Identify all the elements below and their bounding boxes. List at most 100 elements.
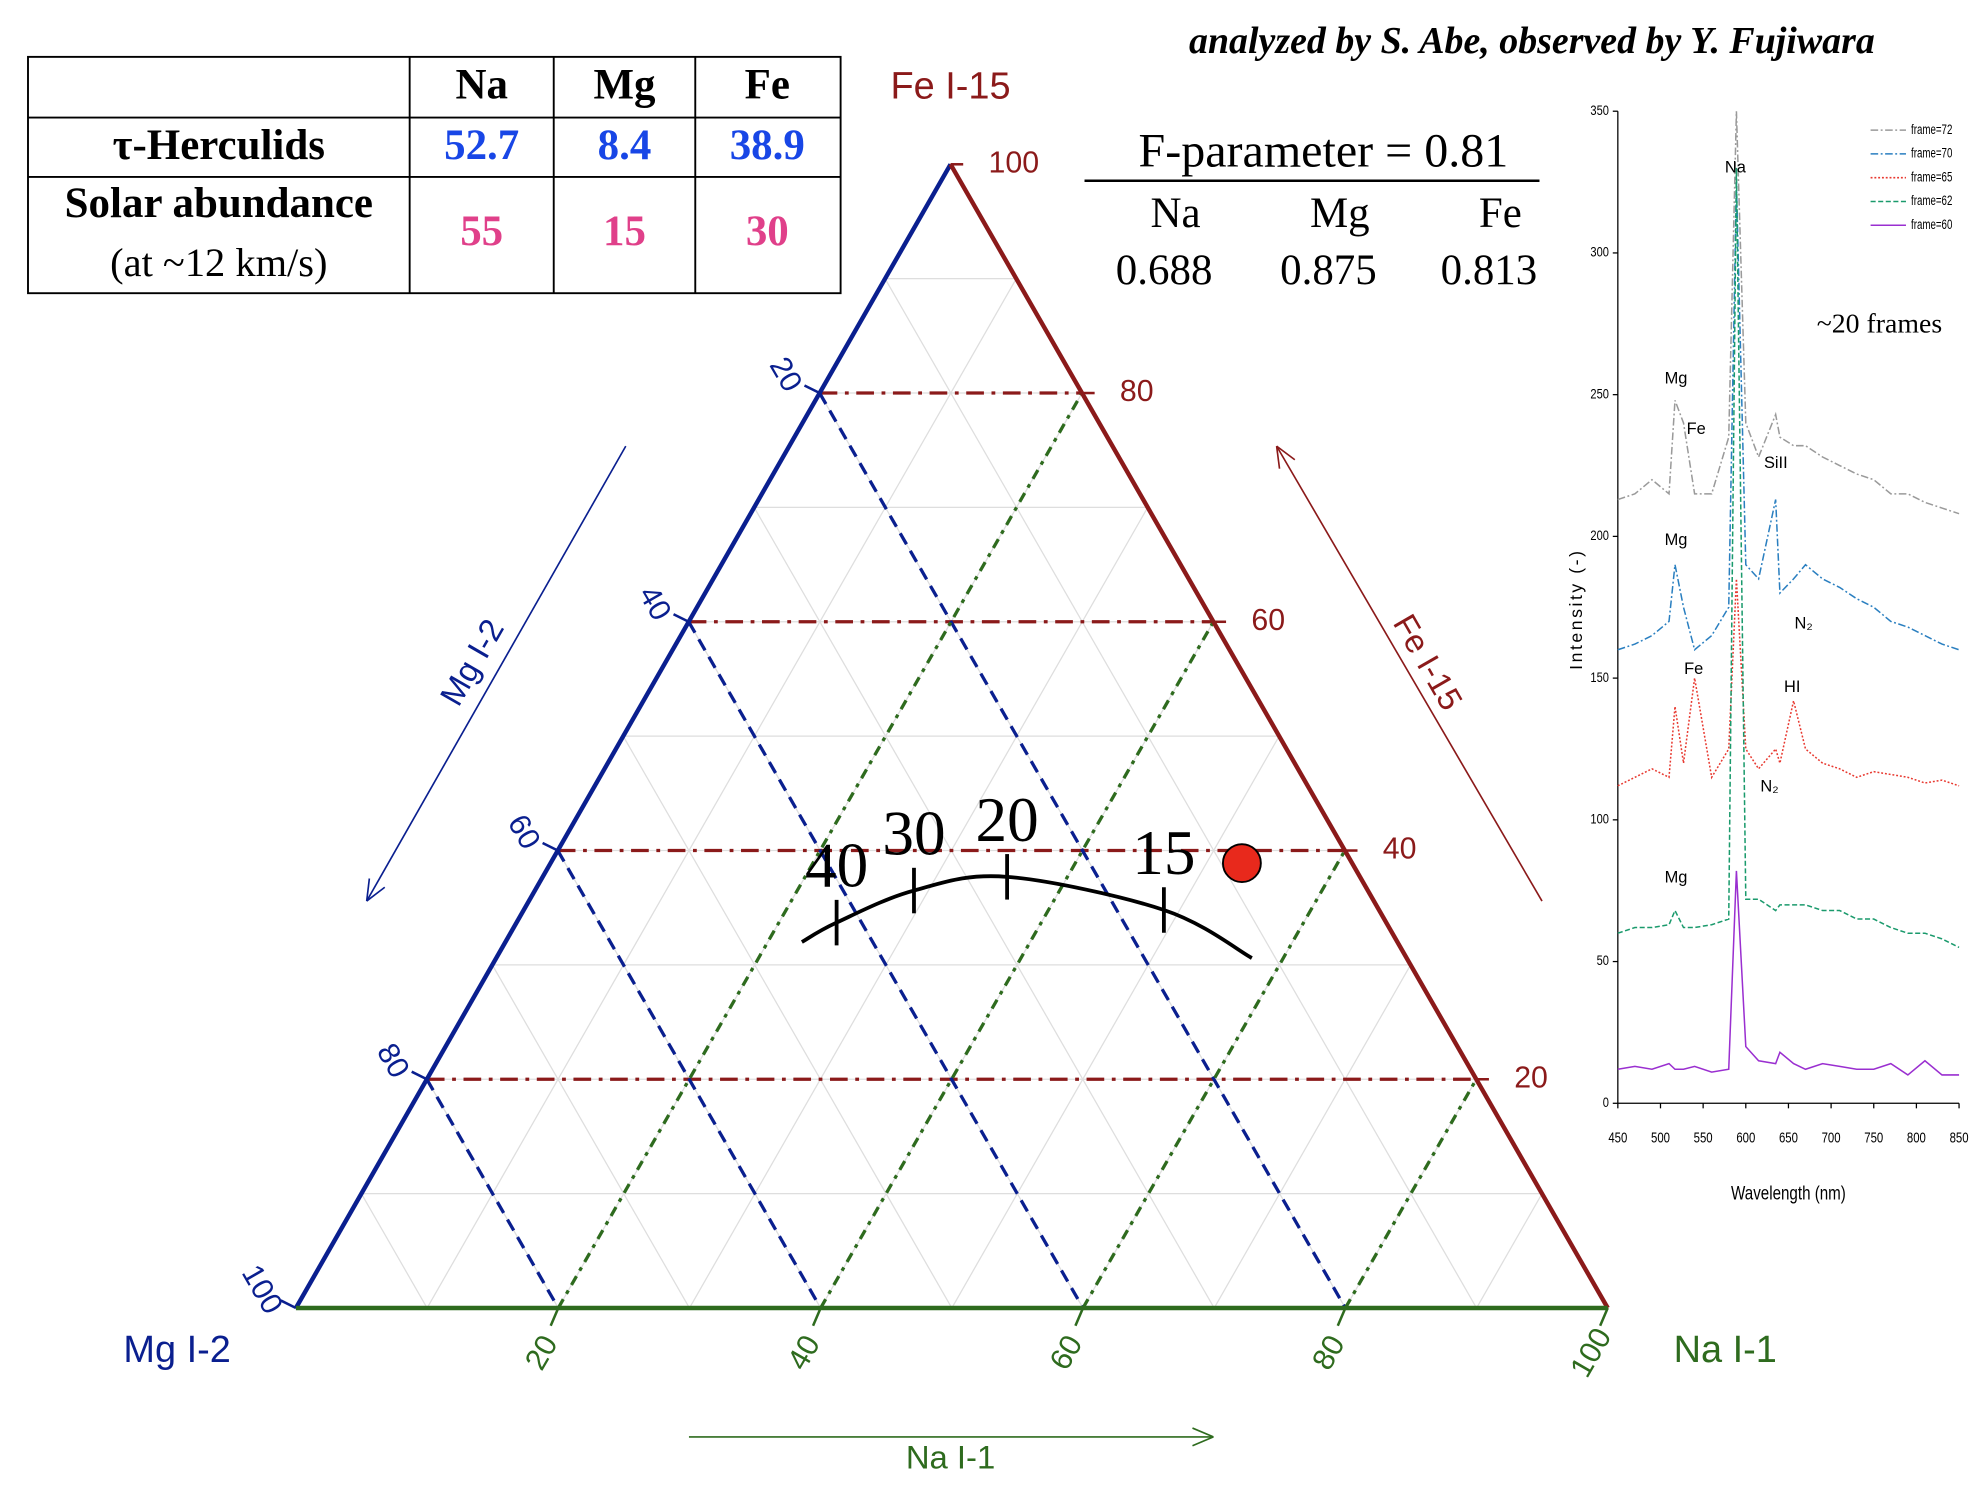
arrow-head xyxy=(1192,1427,1214,1438)
tick-mark xyxy=(280,1299,297,1310)
grid-line xyxy=(491,964,691,1309)
table-header: Fe xyxy=(745,61,790,108)
tick-label: 100 xyxy=(1564,1323,1618,1383)
tick-label: 40 xyxy=(781,1330,826,1376)
f-parameter-value: 0.813 xyxy=(1441,247,1538,294)
x-tick-label: 500 xyxy=(1651,1129,1670,1146)
annotation: Fe xyxy=(1687,420,1706,438)
tick-label: 60 xyxy=(1251,604,1285,637)
x-tick-label: 450 xyxy=(1608,1129,1627,1146)
tick-label: 100 xyxy=(235,1259,289,1319)
y-tick-label: 50 xyxy=(1597,953,1609,968)
arrow-label: Na I-1 xyxy=(906,1438,995,1475)
velocity-label: 40 xyxy=(805,831,868,901)
guide-line xyxy=(1081,849,1347,1309)
f-parameter-header: Mg xyxy=(1310,190,1370,237)
tick-label: 80 xyxy=(1120,375,1154,408)
annotation: Mg xyxy=(1665,369,1688,387)
grid-line xyxy=(360,1193,428,1309)
arrow-label: Mg I-2 xyxy=(432,613,511,712)
axis-label: Na I-1 xyxy=(1674,1329,1777,1371)
arrow-head xyxy=(1192,1436,1214,1447)
table-row-label: Solar abundance xyxy=(65,180,373,227)
tick-label: 60 xyxy=(1044,1330,1089,1376)
tick-label: 20 xyxy=(1514,1061,1548,1094)
f-parameter-value: 0.688 xyxy=(1116,247,1213,294)
tick-label: 20 xyxy=(763,352,808,398)
velocity-label: 30 xyxy=(882,799,945,869)
arrow-head xyxy=(1276,445,1296,461)
table xyxy=(27,55,842,295)
table-header: Mg xyxy=(593,61,656,108)
grid-line xyxy=(688,507,1149,1309)
annotation: ~20 frames xyxy=(1817,308,1942,339)
tick-label: 100 xyxy=(988,146,1039,179)
spectrum-line xyxy=(1617,182,1960,652)
legend-label: frame=72 xyxy=(1911,121,1953,137)
annotation: Mg xyxy=(1665,531,1688,549)
y-tick-label: 350 xyxy=(1590,103,1609,118)
table-cell: 30 xyxy=(746,208,789,255)
guide-line xyxy=(425,1078,560,1309)
grid-line xyxy=(884,278,1478,1309)
tick-mark xyxy=(549,1307,560,1327)
y-tick-label: 150 xyxy=(1590,670,1609,685)
tick-mark xyxy=(1598,1307,1609,1327)
table-cell: 15 xyxy=(603,208,646,255)
x-axis-label: Wavelength (nm) xyxy=(1731,1182,1846,1204)
guide-line xyxy=(818,392,1347,1309)
tick-mark xyxy=(672,613,690,623)
spectrum-line xyxy=(1617,870,1960,1076)
annotation: Na xyxy=(1725,158,1747,176)
y-tick-label: 0 xyxy=(1603,1095,1609,1110)
direction-arrow xyxy=(365,445,627,902)
x-tick-label: 800 xyxy=(1907,1129,1926,1146)
tick-mark xyxy=(542,841,559,852)
tick-label: 40 xyxy=(632,580,677,626)
x-tick-label: 550 xyxy=(1694,1129,1713,1146)
grid-line xyxy=(622,735,953,1309)
tick-label: 20 xyxy=(519,1330,564,1376)
arrow-head xyxy=(366,886,386,902)
tick-label: 60 xyxy=(501,809,546,855)
table-cell: 8.4 xyxy=(598,122,652,169)
legend-label: frame=62 xyxy=(1911,192,1953,208)
triangle-edge xyxy=(948,163,1610,1310)
arrow-label: Fe I-15 xyxy=(1386,608,1470,717)
f-parameter-header: Na xyxy=(1150,190,1200,237)
axis-label: Fe I-15 xyxy=(891,65,1011,107)
grid-line xyxy=(1475,1193,1543,1309)
legend-label: frame=60 xyxy=(1911,216,1953,232)
credit: analyzed by S. Abe, observed by Y. Fujiw… xyxy=(1189,20,1875,62)
arrow-head xyxy=(365,878,371,902)
f-parameter-value: 0.875 xyxy=(1280,247,1377,294)
tick-mark xyxy=(411,1070,428,1081)
annotation: Fe xyxy=(1684,660,1703,678)
legend-label: frame=70 xyxy=(1911,145,1953,161)
grid-line xyxy=(426,278,1017,1309)
annotation: N₂ xyxy=(1795,615,1813,633)
table-row-label: (at ~12 km/s) xyxy=(110,240,327,285)
y-tick-label: 300 xyxy=(1590,244,1609,259)
table-border xyxy=(27,55,842,295)
annotation: Mg xyxy=(1665,869,1688,887)
guide-line xyxy=(556,392,1084,1309)
triangle-edge xyxy=(293,163,953,1310)
tick-mark xyxy=(803,384,821,395)
velocity-label: 20 xyxy=(976,785,1039,855)
x-tick-label: 850 xyxy=(1950,1129,1969,1146)
data-point xyxy=(1221,843,1262,884)
annotation: HI xyxy=(1784,678,1800,696)
tick-label: 40 xyxy=(1383,833,1417,866)
table-cell: 38.9 xyxy=(730,122,805,169)
table-cell: 55 xyxy=(460,208,503,255)
spectrum-line xyxy=(1617,111,1960,515)
guide-line xyxy=(1343,1078,1478,1309)
spectrum-chart: 0 50 100 150 200 250 300 350 450 500 550 600 650 700 7… xyxy=(1566,103,1968,1204)
arrow-head xyxy=(1275,446,1281,469)
grid-line xyxy=(1213,964,1412,1309)
table-row-label: τ-Herculids xyxy=(113,122,325,169)
tick-mark xyxy=(811,1307,822,1327)
